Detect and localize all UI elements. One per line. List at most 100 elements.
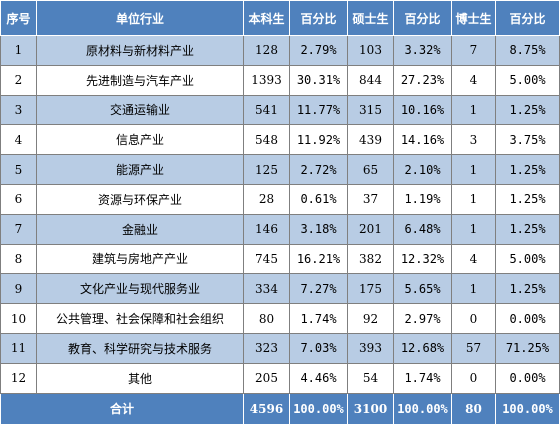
cell-master-pct: 1.19% <box>393 183 452 215</box>
cell-industry: 原材料与新材料产业 <box>36 35 244 66</box>
cell-bachelor: 323 <box>243 332 290 364</box>
cell-master-pct: 10.16% <box>393 94 452 126</box>
total-bachelor-pct: 100.00% <box>289 392 348 425</box>
table-row: 3 交通运输业 541 11.77% 315 10.16% 1 1.25% <box>0 94 560 126</box>
table-row: 5 能源产业 125 2.72% 65 2.10% 1 1.25% <box>0 154 560 185</box>
cell-bachelor-pct: 1.74% <box>289 303 348 334</box>
cell-no: 1 <box>0 35 37 66</box>
cell-industry: 教育、科学研究与技术服务 <box>36 332 244 364</box>
cell-bachelor: 541 <box>243 94 290 126</box>
cell-master: 175 <box>347 273 394 305</box>
cell-bachelor: 745 <box>243 243 290 275</box>
cell-master: 382 <box>347 243 394 275</box>
cell-bachelor-pct: 0.61% <box>289 183 348 215</box>
cell-master-pct: 1.74% <box>393 362 452 394</box>
cell-master-pct: 2.97% <box>393 303 452 334</box>
cell-doctor: 1 <box>451 273 496 305</box>
total-label: 合计 <box>0 392 244 425</box>
cell-doctor-pct: 8.75% <box>495 35 560 66</box>
table-row: 1 原材料与新材料产业 128 2.79% 103 3.32% 7 8.75% <box>0 35 560 66</box>
cell-master: 103 <box>347 35 394 66</box>
cell-bachelor: 80 <box>243 303 290 334</box>
header-master-pct: 百分比 <box>393 0 452 36</box>
cell-bachelor-pct: 2.79% <box>289 35 348 66</box>
total-row: 合计 4596 100.00% 3100 100.00% 80 100.00% <box>0 392 560 425</box>
cell-bachelor-pct: 3.18% <box>289 213 348 245</box>
cell-doctor-pct: 0.00% <box>495 362 560 394</box>
cell-master: 37 <box>347 183 394 215</box>
cell-no: 12 <box>0 362 37 394</box>
header-bachelor: 本科生 <box>243 0 290 36</box>
cell-bachelor: 128 <box>243 35 290 66</box>
cell-master: 201 <box>347 213 394 245</box>
cell-no: 8 <box>0 243 37 275</box>
cell-bachelor-pct: 11.77% <box>289 94 348 126</box>
table-row: 9 文化产业与现代服务业 334 7.27% 175 5.65% 1 1.25% <box>0 273 560 305</box>
cell-master-pct: 2.10% <box>393 154 452 185</box>
cell-doctor-pct: 1.25% <box>495 273 560 305</box>
cell-doctor-pct: 1.25% <box>495 94 560 126</box>
table-body: 1 原材料与新材料产业 128 2.79% 103 3.32% 7 8.75% 2 先进制造与汽车… <box>0 35 560 394</box>
cell-master-pct: 5.65% <box>393 273 452 305</box>
cell-doctor-pct: 0.00% <box>495 303 560 334</box>
cell-doctor-pct: 1.25% <box>495 213 560 245</box>
cell-master: 844 <box>347 64 394 96</box>
cell-no: 4 <box>0 124 37 156</box>
table-row: 12 其他 205 4.46% 54 1.74% 0 0.00% <box>0 362 560 394</box>
cell-doctor-pct: 1.25% <box>495 154 560 185</box>
total-bachelor: 4596 <box>243 392 290 425</box>
cell-doctor: 1 <box>451 183 496 215</box>
cell-master: 393 <box>347 332 394 364</box>
cell-doctor: 1 <box>451 154 496 185</box>
cell-no: 6 <box>0 183 37 215</box>
cell-doctor-pct: 71.25% <box>495 332 560 364</box>
cell-industry: 交通运输业 <box>36 94 244 126</box>
header-doctor-pct: 百分比 <box>495 0 560 36</box>
cell-no: 7 <box>0 213 37 245</box>
cell-no: 11 <box>0 332 37 364</box>
cell-doctor: 1 <box>451 213 496 245</box>
cell-bachelor-pct: 7.27% <box>289 273 348 305</box>
cell-bachelor-pct: 4.46% <box>289 362 348 394</box>
cell-master-pct: 6.48% <box>393 213 452 245</box>
cell-no: 2 <box>0 64 37 96</box>
cell-doctor: 1 <box>451 94 496 126</box>
cell-industry: 资源与环保产业 <box>36 183 244 215</box>
cell-bachelor: 28 <box>243 183 290 215</box>
cell-doctor-pct: 5.00% <box>495 64 560 96</box>
cell-no: 9 <box>0 273 37 305</box>
total-doctor-pct: 100.00% <box>495 392 560 425</box>
table-row: 10 公共管理、社会保障和社会组织 80 1.74% 92 2.97% 0 0.00% <box>0 303 560 334</box>
cell-industry: 其他 <box>36 362 244 394</box>
cell-no: 5 <box>0 154 37 185</box>
cell-industry: 先进制造与汽车产业 <box>36 64 244 96</box>
cell-industry: 能源产业 <box>36 154 244 185</box>
cell-doctor-pct: 1.25% <box>495 183 560 215</box>
cell-industry: 文化产业与现代服务业 <box>36 273 244 305</box>
cell-doctor: 4 <box>451 64 496 96</box>
header-row: 序号 单位行业 本科生 百分比 硕士生 百分比 博士生 百分比 <box>0 0 560 36</box>
cell-doctor: 0 <box>451 303 496 334</box>
cell-bachelor-pct: 16.21% <box>289 243 348 275</box>
total-master-pct: 100.00% <box>393 392 452 425</box>
cell-no: 10 <box>0 303 37 334</box>
cell-master-pct: 27.23% <box>393 64 452 96</box>
cell-industry: 信息产业 <box>36 124 244 156</box>
table-row: 2 先进制造与汽车产业 1393 30.31% 844 27.23% 4 5.00% <box>0 64 560 96</box>
cell-doctor: 0 <box>451 362 496 394</box>
cell-doctor: 4 <box>451 243 496 275</box>
cell-master: 65 <box>347 154 394 185</box>
table-row: 4 信息产业 548 11.92% 439 14.16% 3 3.75% <box>0 124 560 156</box>
cell-master-pct: 12.32% <box>393 243 452 275</box>
table-row: 6 资源与环保产业 28 0.61% 37 1.19% 1 1.25% <box>0 183 560 215</box>
cell-industry: 公共管理、社会保障和社会组织 <box>36 303 244 334</box>
total-master: 3100 <box>347 392 394 425</box>
cell-bachelor: 334 <box>243 273 290 305</box>
cell-bachelor: 205 <box>243 362 290 394</box>
cell-doctor-pct: 5.00% <box>495 243 560 275</box>
header-industry: 单位行业 <box>36 0 244 36</box>
cell-bachelor-pct: 2.72% <box>289 154 348 185</box>
cell-doctor: 3 <box>451 124 496 156</box>
table-row: 8 建筑与房地产产业 745 16.21% 382 12.32% 4 5.00% <box>0 243 560 275</box>
